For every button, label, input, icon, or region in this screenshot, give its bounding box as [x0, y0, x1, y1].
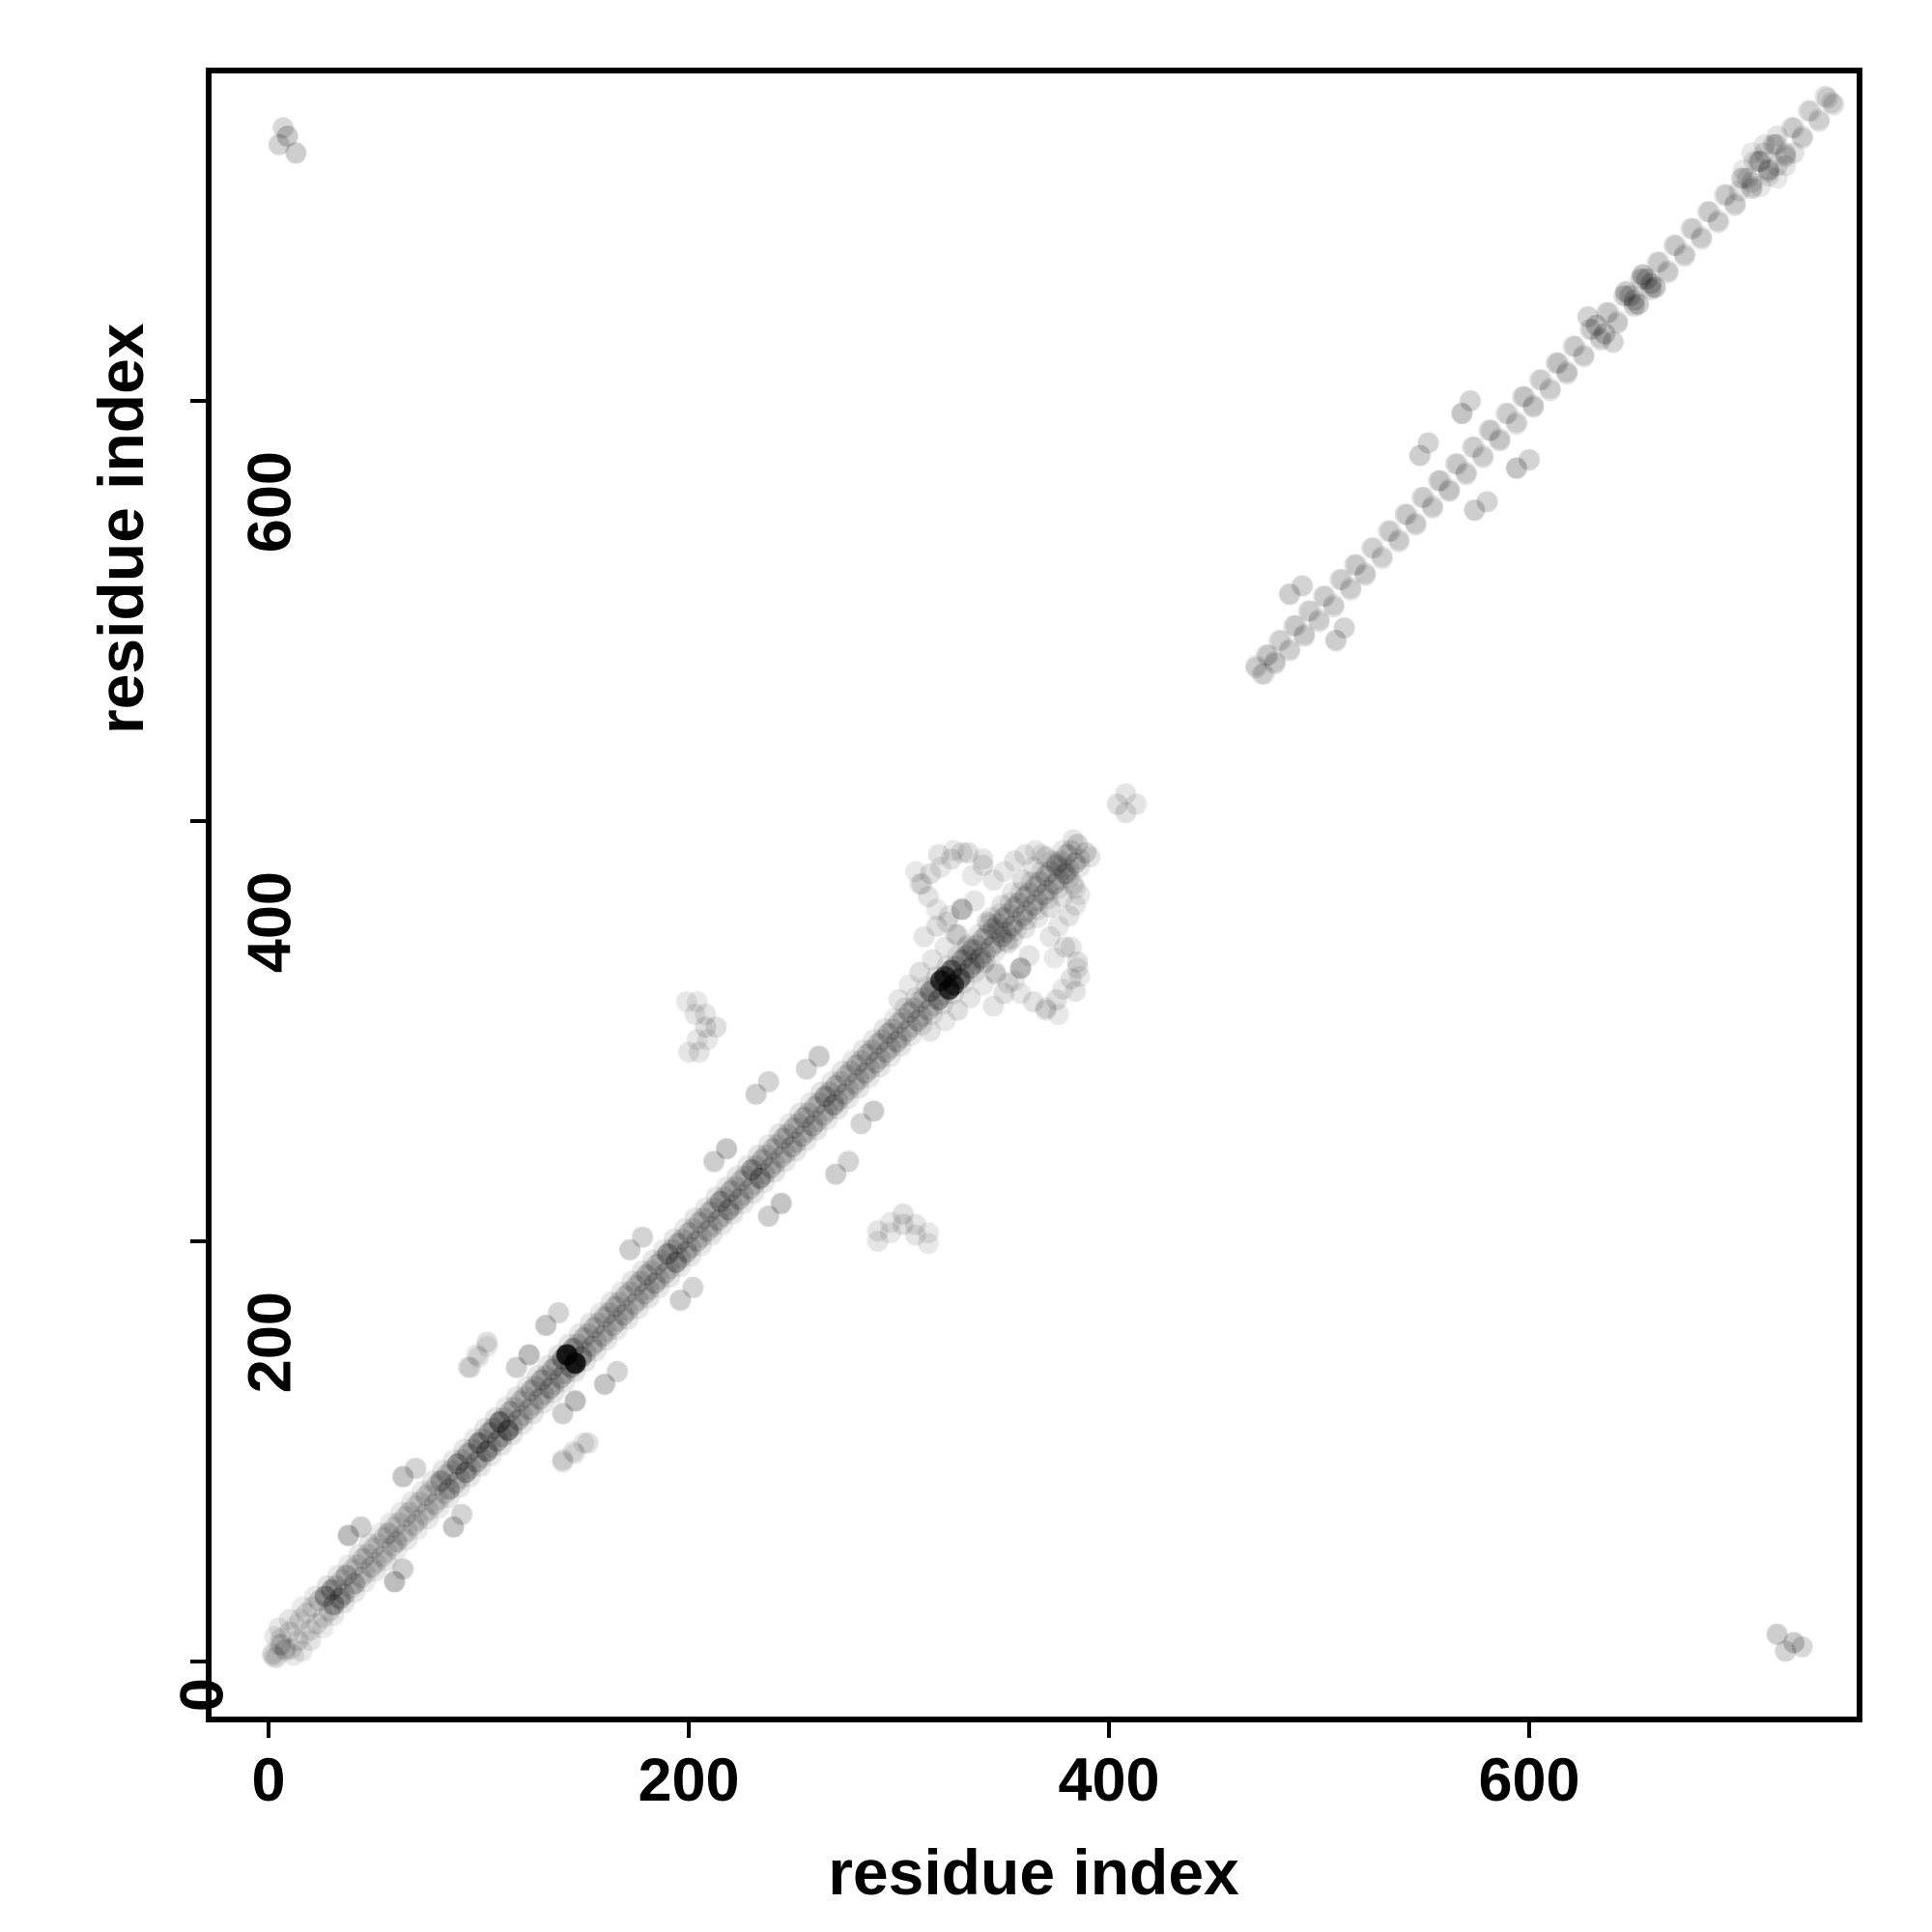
y-axis-title: residue index: [85, 323, 156, 735]
plot-area: [206, 68, 1862, 1722]
y-tick-label: 0: [168, 1678, 237, 1713]
x-tick-label: 400: [1058, 1747, 1160, 1814]
x-tick-label: 600: [1478, 1747, 1580, 1814]
x-tick-mark: [267, 1722, 270, 1738]
x-tick-mark: [1107, 1722, 1111, 1738]
x-axis-title: residue index: [828, 1836, 1239, 1908]
y-tick-label: 600: [236, 451, 304, 554]
y-tick-mark: [190, 1660, 206, 1663]
x-tick-label: 0: [251, 1747, 286, 1814]
y-tick-mark: [190, 1239, 206, 1243]
y-tick-label: 400: [236, 871, 304, 974]
x-tick-mark: [1527, 1722, 1531, 1738]
scatter-points-layer: [212, 73, 1857, 1717]
x-tick-mark: [687, 1722, 691, 1738]
y-tick-mark: [190, 399, 206, 403]
y-tick-label: 200: [236, 1292, 304, 1394]
y-tick-mark: [190, 819, 206, 823]
x-tick-label: 200: [638, 1747, 740, 1814]
